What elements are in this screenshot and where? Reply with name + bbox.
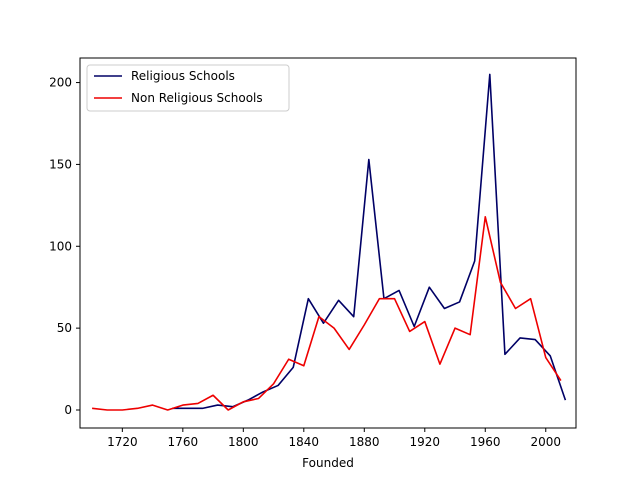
y-tick-label: 200 [49,76,72,90]
legend-label-non-religious: Non Religious Schools [131,91,263,105]
plot-lines [92,73,567,411]
x-tick-label: 1840 [289,435,320,449]
y-tick-label: 150 [49,157,72,171]
x-tick-label: 2000 [530,435,561,449]
legend-label-religious: Religious Schools [131,69,235,83]
x-axis-ticks: 1720 1760 1800 1840 1880 1920 1960 2000 [107,428,561,449]
plot-frame [79,57,577,429]
y-tick-label: 0 [64,403,72,417]
x-tick-label: 1920 [410,435,441,449]
y-axis-ticks: 0 50 100 150 200 [49,76,80,417]
x-tick-label: 1960 [470,435,501,449]
series-line-non-religious [92,216,562,411]
x-tick-label: 1800 [228,435,259,449]
x-tick-label: 1880 [349,435,380,449]
legend-box [86,64,290,112]
y-tick-label: 100 [49,239,72,253]
legend: Religious Schools Non Religious Schools [86,64,290,112]
x-axis-label: Founded [302,456,354,470]
x-tick-label: 1760 [168,435,199,449]
y-tick-label: 50 [57,321,72,335]
x-tick-label: 1720 [107,435,138,449]
